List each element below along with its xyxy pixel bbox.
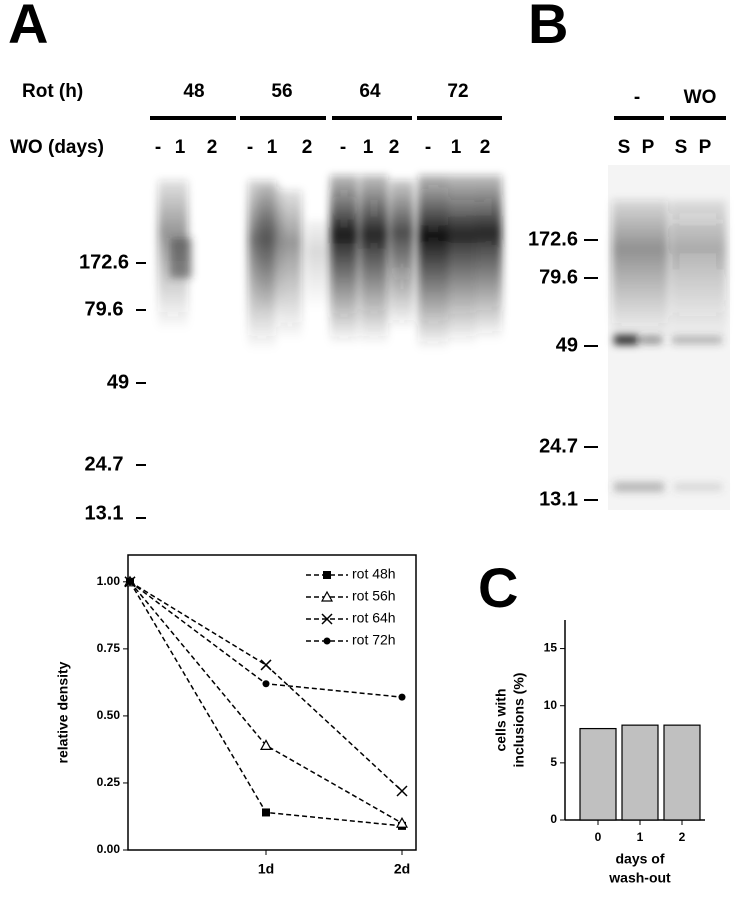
marker xyxy=(323,637,331,645)
lane-band xyxy=(672,336,722,344)
rot-group: 48 xyxy=(183,81,204,102)
x-tick-label: 0 xyxy=(595,830,602,844)
y-tick-label: 0.50 xyxy=(97,708,121,722)
rot-group: 56 xyxy=(271,81,292,102)
marker xyxy=(396,785,408,797)
wo-label: WO (days) xyxy=(10,137,104,158)
lane-band xyxy=(170,238,192,278)
lane-band xyxy=(306,220,328,310)
lane-label: P xyxy=(699,137,712,158)
lane-label: - xyxy=(247,137,253,158)
mw-marker: 24.7 xyxy=(85,453,124,475)
panel-label: B xyxy=(528,0,568,55)
y-tick-label: 0.25 xyxy=(97,775,121,789)
y-tick-label: 1.00 xyxy=(97,574,121,588)
lane-band xyxy=(614,482,664,492)
blot-b xyxy=(608,165,730,510)
marker xyxy=(320,590,334,602)
panel-label: A xyxy=(8,0,48,55)
y-axis-label: relative density xyxy=(55,661,71,763)
y-tick-label: 0.75 xyxy=(97,641,121,655)
lane-band xyxy=(418,175,448,350)
x-axis-label: wash-out xyxy=(608,870,671,886)
mw-marker: 172.6 xyxy=(79,251,129,273)
lane-label: 2 xyxy=(480,137,491,158)
marker xyxy=(262,680,270,688)
y-tick-label: 15 xyxy=(544,641,558,655)
marker xyxy=(260,659,272,671)
lane-label: 2 xyxy=(207,137,218,158)
y-tick-label: 10 xyxy=(544,698,558,712)
lane-label: S xyxy=(675,137,688,158)
lane-band xyxy=(278,190,302,340)
marker xyxy=(323,571,331,579)
y-tick-label: 0.00 xyxy=(97,842,121,856)
lane-band xyxy=(360,175,388,345)
rot-group: 72 xyxy=(447,81,468,102)
marker xyxy=(398,693,406,701)
marker xyxy=(259,739,273,751)
marker xyxy=(126,578,134,586)
lane-label: 1 xyxy=(451,137,462,158)
mw-marker: 172.6 xyxy=(528,228,578,250)
lane-band xyxy=(614,335,638,345)
marker xyxy=(262,808,270,817)
rot-label: Rot (h) xyxy=(22,81,83,102)
mw-marker: 49 xyxy=(107,371,129,393)
x-tick-label: 1d xyxy=(258,861,274,877)
x-tick-label: 2d xyxy=(394,861,410,877)
x-axis-label: days of xyxy=(615,851,664,867)
y-tick-label: 5 xyxy=(550,755,557,769)
series-line xyxy=(129,581,403,792)
legend-label: rot 48h xyxy=(352,566,396,582)
lane-label: P xyxy=(642,137,655,158)
marker xyxy=(395,816,409,828)
bar xyxy=(579,727,617,821)
blot-a xyxy=(158,175,502,350)
lane-group: - xyxy=(634,87,640,108)
lane-label: 2 xyxy=(389,137,400,158)
lane-band xyxy=(476,175,502,340)
lane-label: - xyxy=(340,137,346,158)
lane-label: 2 xyxy=(302,137,313,158)
lane-band xyxy=(612,200,668,340)
bar xyxy=(663,724,701,821)
legend-label: rot 56h xyxy=(352,588,396,604)
lane-label: - xyxy=(425,137,431,158)
mw-marker: 79.6 xyxy=(539,266,578,288)
legend-label: rot 64h xyxy=(352,610,396,626)
y-axis-label: cells with xyxy=(493,688,509,751)
lane-band xyxy=(330,175,358,345)
lane-label: S xyxy=(618,137,631,158)
lane-label: 1 xyxy=(363,137,374,158)
plot-frame xyxy=(127,554,417,851)
lane-band xyxy=(248,180,276,350)
mw-marker: 24.7 xyxy=(539,435,578,457)
x-tick-label: 2 xyxy=(679,830,686,844)
lane-band xyxy=(674,483,722,491)
panel-label: C xyxy=(478,556,518,619)
mw-marker: 13.1 xyxy=(85,502,124,524)
mw-marker: 79.6 xyxy=(85,298,124,320)
rot-group: 64 xyxy=(359,81,381,102)
lane-band xyxy=(640,336,662,344)
bar xyxy=(621,724,659,821)
y-tick-label: 0 xyxy=(550,812,557,826)
lane-band xyxy=(670,200,726,340)
lane-label: - xyxy=(155,137,161,158)
lane-band xyxy=(448,175,476,345)
x-tick-label: 1 xyxy=(637,830,644,844)
mw-marker: 13.1 xyxy=(539,488,578,510)
legend-label: rot 72h xyxy=(352,632,396,648)
lane-label: 1 xyxy=(267,137,278,158)
mw-marker: 49 xyxy=(556,334,578,356)
lane-group: WO xyxy=(684,87,717,108)
marker xyxy=(321,613,333,625)
y-axis-label: inclusions (%) xyxy=(511,673,527,768)
lane-label: 1 xyxy=(175,137,186,158)
lane-band xyxy=(390,180,414,330)
